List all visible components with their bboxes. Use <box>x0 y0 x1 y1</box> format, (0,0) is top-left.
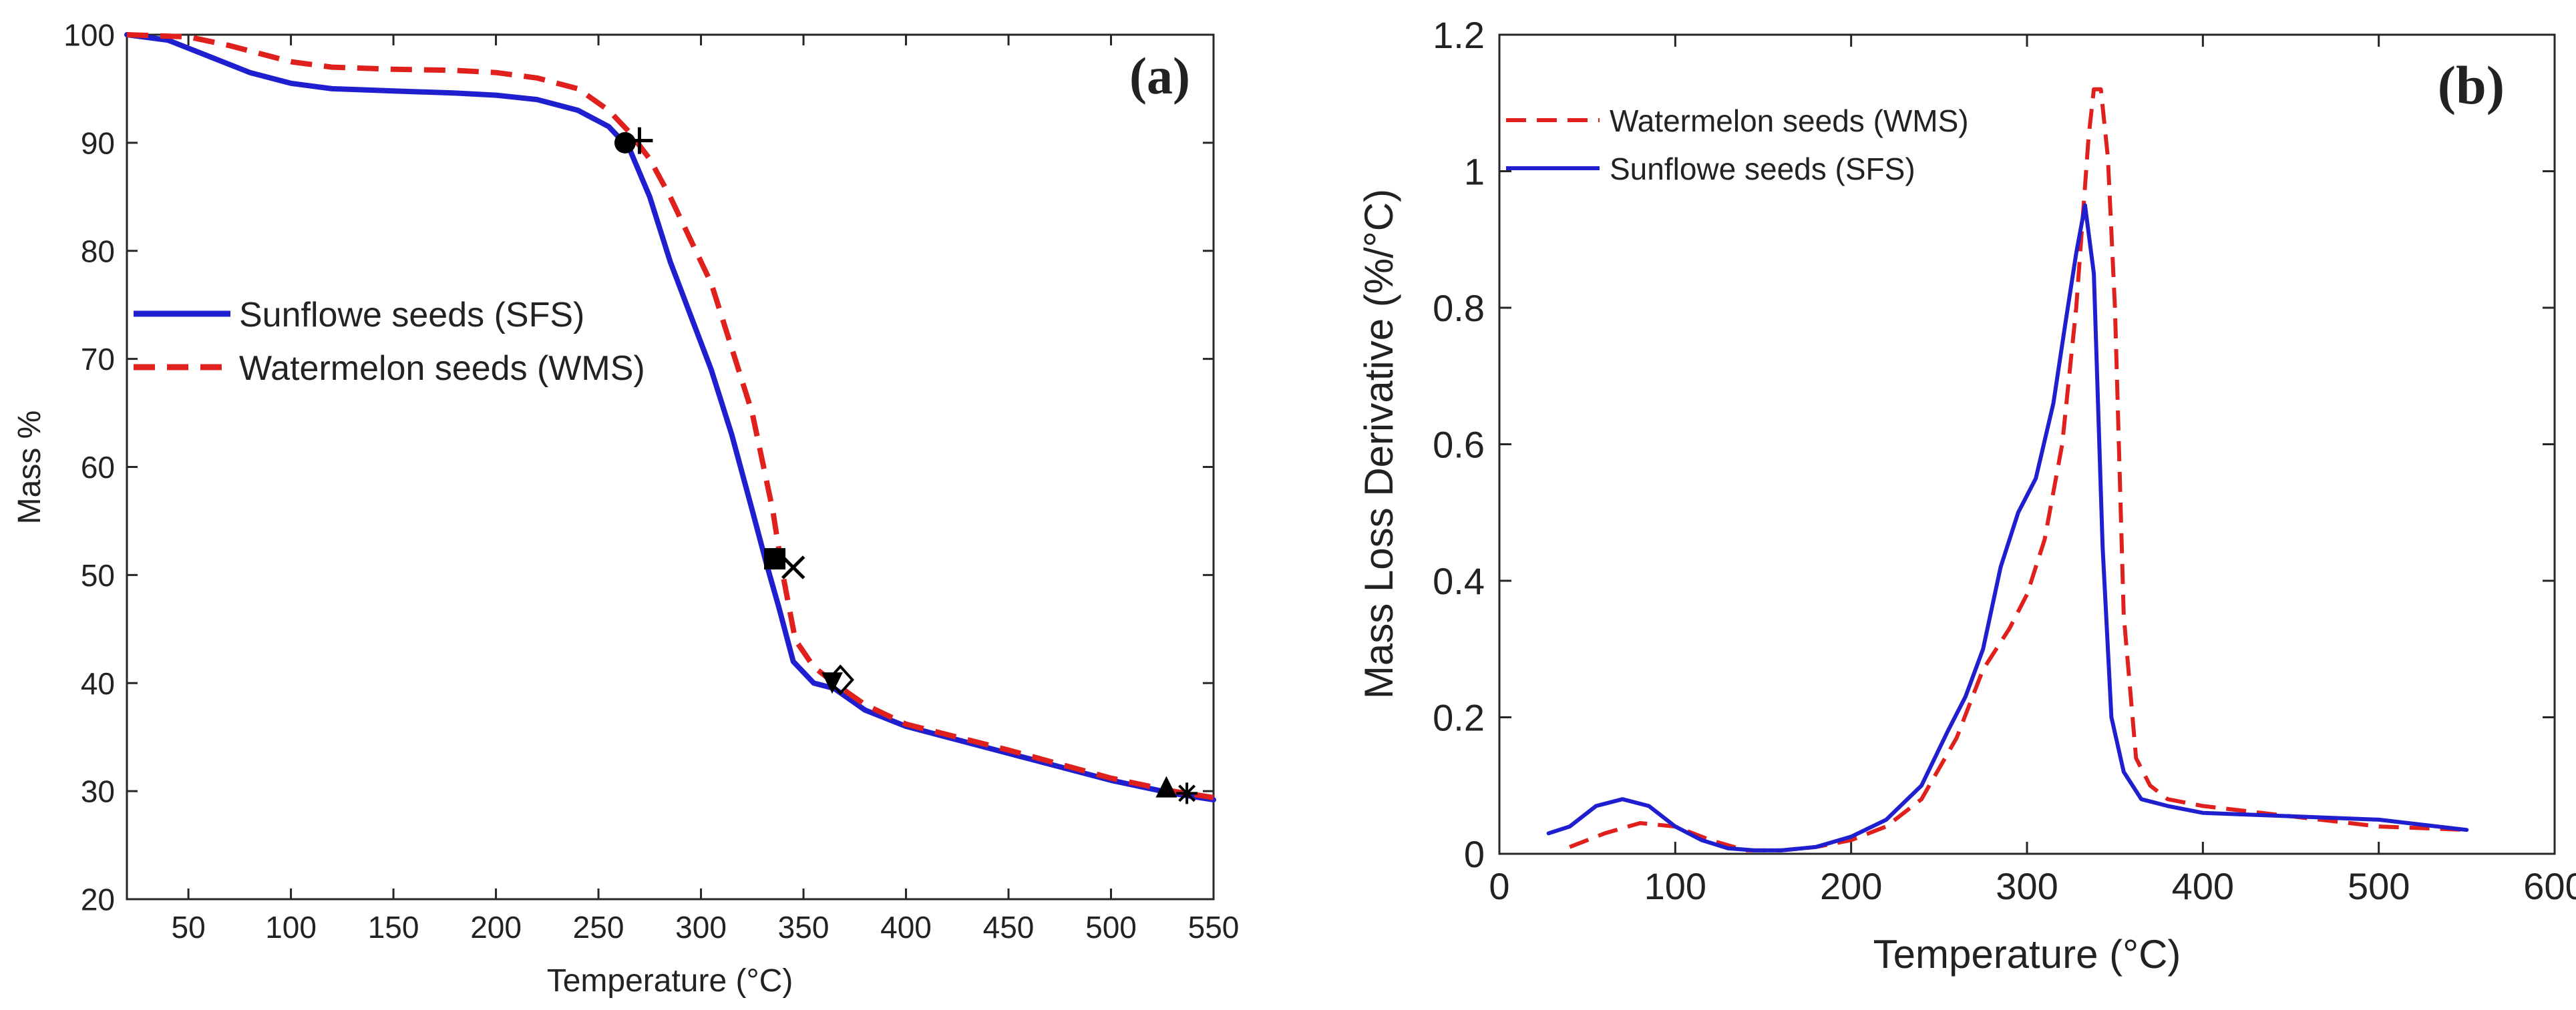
panel-b-x-tick-label: 400 <box>2172 865 2234 907</box>
panel-b-y-tick-label: 1.2 <box>1433 14 1485 56</box>
panel-a-x-tick-label: 550 <box>1188 910 1240 945</box>
panel-a-x-tick-label: 150 <box>368 910 419 945</box>
panel-b-x-tick-label: 300 <box>1996 865 2058 907</box>
panel-b-x-tick-label: 100 <box>1644 865 1706 907</box>
marker-circle <box>614 132 636 154</box>
marker-asterisk <box>1176 782 1198 804</box>
panel-a-x-tick-label: 400 <box>880 910 932 945</box>
panel-a-y-tick-label: 50 <box>81 558 115 593</box>
panel-b-x-tick-label: 500 <box>2348 865 2410 907</box>
panel-a-x-tick-label: 100 <box>265 910 317 945</box>
panel-a-y-tick-label: 80 <box>81 234 115 268</box>
panel-b-chart: 0 100 200 300 400 500 600 0 0.2 0.4 0.6 0.8 1 1.2 Tem… <box>1356 14 2576 977</box>
panel-a-label: (a) <box>1129 47 1190 105</box>
panel-a-x-tick-label: 450 <box>983 910 1035 945</box>
panel-b-plot-area <box>1498 33 2556 855</box>
marker-cross <box>781 555 805 579</box>
panel-a-x-tick-label: 350 <box>778 910 830 945</box>
panel-b-legend-sfs-label: Sunflowe seeds (SFS) <box>1610 152 1915 186</box>
marker-plus <box>626 127 653 154</box>
panel-b-series <box>1546 87 2469 852</box>
panel-b-y-axis-label: Mass Loss Derivative (%/°C) <box>1356 189 1401 699</box>
panel-a-x-tick-label: 250 <box>573 910 624 945</box>
panel-a-chart: 50 100 150 200 250 300 350 400 450 500 550 20 30 40 50… <box>12 18 1239 999</box>
panel-a-y-tick-label: 90 <box>81 125 115 160</box>
panel-b-label: (b) <box>2438 55 2505 115</box>
panel-a-y-tick-label: 60 <box>81 450 115 485</box>
panel-b-y-tick-label: 0.4 <box>1433 560 1485 602</box>
panel-a-y-tick-label: 100 <box>63 18 115 53</box>
panel-b-y-tick-label: 1 <box>1464 151 1485 193</box>
panel-b-ticks: 0 100 200 300 400 500 600 0 0.2 0.4 0.6 0.8 1 1.2 <box>1433 14 2576 907</box>
panel-b-series-sfs-line <box>1546 203 2469 852</box>
marker-diamond <box>826 664 854 696</box>
marker-triangle-up <box>1155 776 1177 798</box>
panel-a-x-tick-label: 50 <box>172 910 206 945</box>
panel-b-legend-wms-label: Watermelon seeds (WMS) <box>1610 103 1969 138</box>
panel-a-legend: Sunflowe seeds (SFS) Watermelon seeds (W… <box>134 296 645 388</box>
panel-b-y-tick-label: 0.8 <box>1433 287 1485 329</box>
panel-b-series-wms-line <box>1569 87 2467 852</box>
panel-a-plot-area <box>126 33 1215 901</box>
panel-a-x-axis-label: Temperature (°C) <box>547 963 793 999</box>
panel-a-x-tick-label: 200 <box>470 910 522 945</box>
panel-b-y-tick-label: 0.2 <box>1433 697 1485 739</box>
panel-b-x-tick-label: 0 <box>1489 865 1509 907</box>
panel-a-y-tick-label: 40 <box>81 666 115 701</box>
panel-a-y-tick-label: 30 <box>81 774 115 809</box>
panel-a-series-sfs-line <box>124 32 1216 803</box>
panel-b-y-tick-label: 0 <box>1464 833 1485 875</box>
panel-b-x-tick-label: 200 <box>1820 865 1882 907</box>
panel-a-series-wms-line <box>126 32 1214 800</box>
panel-b-y-tick-label: 0.6 <box>1433 424 1485 466</box>
panel-a-x-tick-label: 500 <box>1085 910 1137 945</box>
panel-a-y-tick-label: 20 <box>81 882 115 917</box>
panel-a-y-tick-label: 70 <box>81 342 115 376</box>
panel-a-y-axis-label: Mass % <box>12 411 47 525</box>
panel-b-x-axis-label: Temperature (°C) <box>1873 932 2181 977</box>
panel-a-series <box>124 32 1216 803</box>
panel-a-x-tick-label: 300 <box>675 910 727 945</box>
panel-a-ticks: 50 100 150 200 250 300 350 400 450 500 550 20 30 40 50… <box>63 18 1239 945</box>
panel-a-markers <box>614 127 1198 804</box>
panel-b-x-tick-label: 600 <box>2523 865 2576 907</box>
marker-square <box>764 548 786 570</box>
panel-a-legend-wms-label: Watermelon seeds (WMS) <box>239 349 645 388</box>
panel-b-legend: Watermelon seeds (WMS) Sunflowe seeds (S… <box>1506 103 1969 186</box>
panel-a-legend-sfs-label: Sunflowe seeds (SFS) <box>239 296 584 334</box>
